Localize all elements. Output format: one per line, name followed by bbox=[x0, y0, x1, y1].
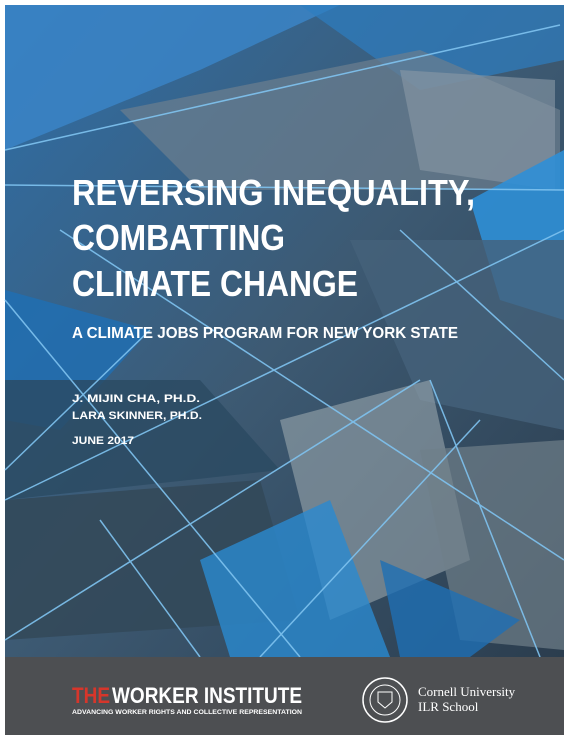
date: JUNE 2017 bbox=[72, 435, 134, 447]
author: J. MIJIN CHA, PH.D. bbox=[72, 393, 200, 405]
title-line: REVERSING INEQUALITY, bbox=[72, 172, 475, 213]
title-line: COMBATTING bbox=[72, 217, 285, 258]
cover-page: REVERSING INEQUALITY, COMBATTING CLIMATE… bbox=[0, 0, 569, 740]
title-line: CLIMATE CHANGE bbox=[72, 263, 358, 304]
logo-name: WORKER INSTITUTE bbox=[112, 683, 302, 708]
logo-prefix: THE bbox=[72, 683, 110, 708]
author: LARA SKINNER, PH.D. bbox=[72, 410, 202, 422]
subtitle: A CLIMATE JOBS PROGRAM FOR NEW YORK STAT… bbox=[72, 325, 458, 342]
university-name: Cornell University bbox=[418, 684, 516, 699]
logo-tagline: ADVANCING WORKER RIGHTS AND COLLECTIVE R… bbox=[72, 710, 302, 716]
school-name: ILR School bbox=[418, 699, 479, 714]
